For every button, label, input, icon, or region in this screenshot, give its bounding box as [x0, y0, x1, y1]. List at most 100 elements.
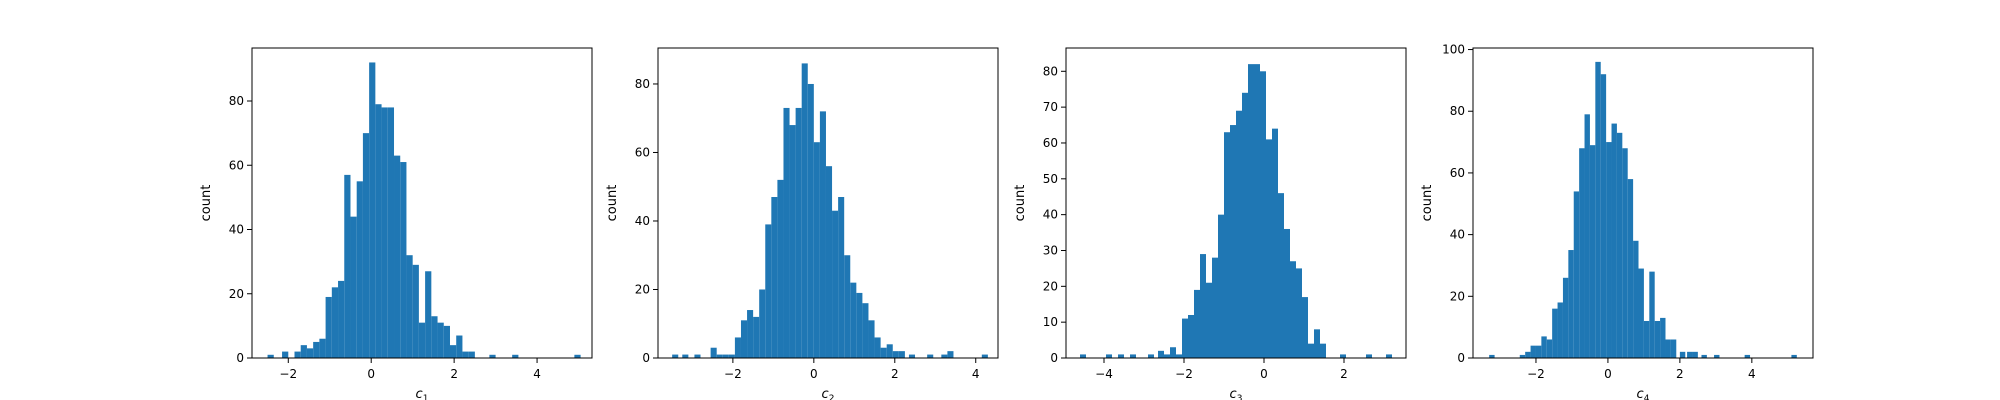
x-tick-label: 4: [1748, 367, 1756, 381]
histogram-bar: [1579, 148, 1585, 358]
y-tick-label: 60: [1450, 166, 1465, 180]
x-axis-label-subscript: 4: [1644, 394, 1650, 400]
histogram-bar: [771, 197, 778, 358]
y-tick-label: 20: [1043, 279, 1058, 293]
histogram-bar: [819, 111, 826, 359]
histogram-bar: [1366, 354, 1372, 358]
histogram-bar: [813, 142, 820, 358]
histogram-bar: [362, 133, 370, 358]
histogram-bar: [898, 351, 905, 358]
histogram-bar: [1541, 336, 1547, 358]
histogram-bar: [1589, 145, 1596, 358]
y-tick-label: 20: [635, 282, 650, 296]
x-axis-label-2: c2: [822, 387, 835, 400]
histogram-bar: [1340, 354, 1346, 358]
histogram-bar: [456, 335, 463, 358]
y-tick-label: 50: [1043, 172, 1058, 186]
histogram-bar: [267, 354, 274, 358]
histogram-bar: [1519, 354, 1526, 358]
histogram-bar: [1158, 350, 1164, 358]
histogram-bar: [1744, 354, 1751, 358]
histogram-bar: [1176, 354, 1182, 358]
histogram-bar: [947, 351, 954, 358]
histogram-bar: [282, 351, 289, 358]
x-axis-label-var: c: [416, 387, 423, 400]
histogram-bar: [1386, 354, 1392, 358]
histogram-bar: [801, 63, 808, 358]
histogram-bar: [753, 316, 760, 358]
histogram-bar: [1272, 128, 1278, 358]
histogram-bar: [747, 310, 754, 358]
histogram-bar: [1118, 354, 1124, 358]
histogram-bar: [1248, 64, 1254, 358]
histogram-bar: [1254, 64, 1260, 358]
x-tick-label: 4: [972, 367, 980, 381]
histogram-bar: [1679, 351, 1686, 358]
histogram-bar: [313, 341, 320, 358]
histogram-bar: [1606, 142, 1612, 358]
histogram-bar: [1224, 132, 1230, 358]
histogram-bar: [1562, 277, 1569, 358]
histogram-bar: [1546, 339, 1553, 358]
histogram-bar: [1106, 354, 1112, 358]
histogram-bar: [1320, 343, 1326, 358]
y-tick-label: 40: [1450, 228, 1465, 242]
histogram-bar: [1242, 92, 1248, 359]
histogram-bar: [682, 354, 689, 358]
histogram-bar: [431, 316, 438, 358]
x-axis-label-3: c3: [1230, 387, 1243, 400]
histogram-bar: [418, 322, 426, 358]
x-tick-label: −2: [724, 367, 742, 381]
histogram-bar: [838, 197, 845, 358]
histogram-bar: [807, 83, 814, 358]
y-tick-label: 60: [1043, 136, 1058, 150]
histogram-bar: [1188, 314, 1194, 358]
x-axis-label-var: c: [1230, 387, 1237, 400]
histogram-bar: [1290, 261, 1296, 358]
histogram-bar: [1182, 318, 1188, 358]
histogram-bars-4: [1489, 61, 1797, 358]
histogram-bars-1: [267, 62, 581, 359]
histogram-bar: [777, 179, 784, 358]
y-axis-label-3: count: [1013, 185, 1028, 222]
histogram-bar: [449, 345, 457, 358]
x-tick-label: −4: [1095, 367, 1113, 381]
x-tick-label: 0: [1260, 367, 1268, 381]
x-tick-label: 2: [1676, 367, 1684, 381]
histogram-bar: [789, 125, 796, 358]
x-tick-label: 0: [1604, 367, 1612, 381]
histogram-bar: [1692, 351, 1698, 358]
y-tick-label: 0: [236, 351, 244, 365]
x-axis-label-var: c: [822, 387, 829, 400]
histogram-bar: [850, 282, 857, 358]
histogram-bar: [1622, 148, 1628, 358]
histogram-bar: [892, 351, 899, 358]
histogram-bar: [1278, 193, 1284, 358]
histogram-bar: [1600, 74, 1607, 358]
histogram-bar: [722, 354, 729, 358]
histogram-bar: [927, 354, 934, 358]
histogram-bar: [1557, 302, 1563, 358]
y-tick-label: 40: [1043, 208, 1058, 222]
histogram-bar: [1284, 228, 1290, 358]
y-tick-label: 80: [1450, 104, 1465, 118]
y-tick-label: 20: [229, 287, 244, 301]
histogram-bar: [886, 344, 893, 358]
x-axis-label-4: c4: [1637, 387, 1650, 400]
histogram-bar: [306, 348, 314, 358]
histogram-bar: [425, 271, 432, 358]
histogram-bar: [1212, 257, 1218, 358]
histogram-bar: [400, 162, 407, 358]
histogram-bar: [1194, 289, 1200, 358]
histogram-bar: [1260, 71, 1266, 358]
x-axis-label-1: c1: [416, 387, 429, 400]
x-tick-label: 2: [450, 367, 458, 381]
histogram-bar: [1665, 339, 1671, 358]
x-tick-label: 2: [891, 367, 899, 381]
x-tick-label: −2: [1527, 367, 1545, 381]
histogram-bar: [716, 354, 723, 358]
